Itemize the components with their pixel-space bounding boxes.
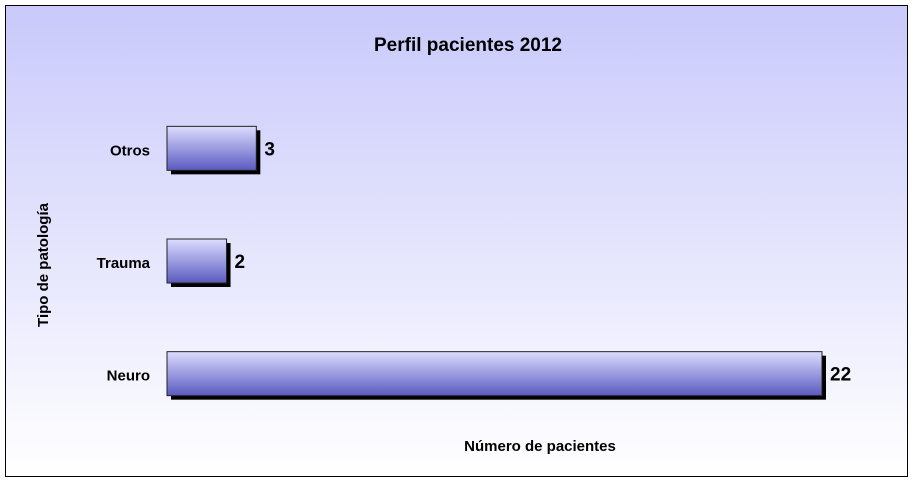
bar (166, 238, 228, 284)
data-label: 2 (235, 252, 246, 273)
bar (166, 125, 257, 171)
data-label: 22 (830, 365, 851, 386)
bar (166, 351, 823, 397)
y-axis-label: Tipo de patología (35, 202, 52, 327)
data-label: 3 (264, 139, 275, 160)
chart-title: Perfil pacientes 2012 (374, 35, 562, 56)
x-axis-label: Número de pacientes (464, 438, 616, 455)
y-tick-label: Trauma (97, 255, 151, 272)
y-tick-label: Neuro (107, 368, 150, 385)
y-tick-label: Otros (110, 142, 150, 159)
chart-background (5, 5, 908, 477)
